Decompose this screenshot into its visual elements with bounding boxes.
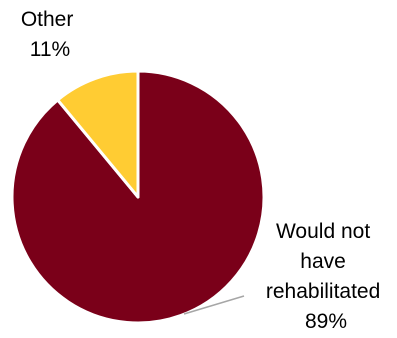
slice-label-line-3: rehabilitated <box>266 280 380 303</box>
slice-label-would-not-have-rehabilitated: Would not have rehabilitated 89% <box>266 220 386 333</box>
slice-value-label: 11% <box>30 38 70 61</box>
slice-value-label: 89% <box>305 310 347 333</box>
slice-label-other: Other 11% <box>21 8 79 61</box>
slice-label-line-1: Would not <box>276 220 370 243</box>
slice-label-line-2: have <box>300 250 346 273</box>
slice-label-line-1: Other <box>21 8 74 31</box>
pie-slices <box>10 69 266 325</box>
leader-line-would-not-have-rehabilitated <box>183 295 245 315</box>
pie-slice-other <box>56 69 140 199</box>
